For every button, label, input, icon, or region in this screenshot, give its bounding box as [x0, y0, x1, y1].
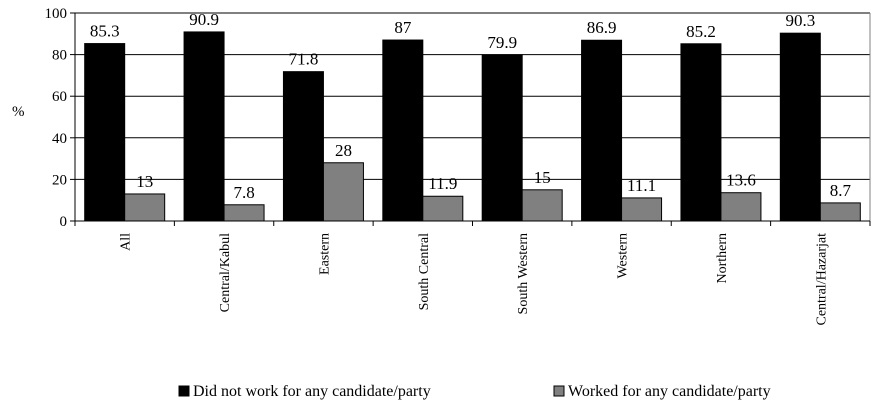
y-tick-label: 100: [45, 6, 68, 22]
data-labels: 85.3 13 90.9 7.8 71.8 28 87 11.9 79.9 15 86.9 11.1 8…: [90, 10, 852, 202]
legend-label: Worked for any candidate/party: [568, 383, 771, 400]
x-tick-label: Eastern: [317, 233, 332, 275]
bar-worked: [621, 197, 663, 222]
data-label: 90.9: [189, 10, 219, 29]
data-label: 87: [394, 18, 412, 37]
bar-worked: [521, 189, 563, 222]
data-label: 90.3: [785, 11, 815, 30]
x-tick-label: Western: [616, 233, 631, 279]
y-tick-label: 40: [52, 131, 67, 147]
x-tick-label: South Central: [417, 233, 432, 310]
data-label: 79.9: [487, 33, 517, 52]
bar-did-not-work: [84, 43, 126, 222]
data-label: 11.1: [627, 176, 656, 195]
legend-swatch: [178, 385, 190, 397]
x-tick-label: Central/Kabul: [218, 233, 233, 312]
bars: [84, 31, 861, 222]
y-tick-label: 0: [60, 214, 68, 230]
bar-did-not-work: [581, 39, 623, 222]
data-label: 71.8: [289, 50, 319, 69]
bar-did-not-work: [183, 31, 225, 222]
data-label: 86.9: [587, 18, 617, 37]
x-tick-label: Northern: [715, 233, 730, 284]
data-label: 85.2: [686, 22, 716, 41]
data-label: 11.9: [428, 174, 457, 193]
y-tick-label: 80: [52, 48, 67, 64]
legend-swatch: [553, 385, 565, 397]
bar-worked: [422, 195, 464, 222]
legend: Did not work for any candidate/party Work…: [178, 383, 771, 400]
bar-did-not-work: [282, 71, 324, 222]
x-tick-label: Central/Hazarjat: [814, 233, 829, 326]
data-label: 13.6: [726, 171, 756, 190]
bar-worked: [322, 162, 364, 222]
legend-label: Did not work for any candidate/party: [193, 383, 431, 400]
data-label: 85.3: [90, 22, 120, 41]
x-tick-label: South Western: [516, 233, 531, 314]
bar-did-not-work: [481, 54, 523, 222]
x-tick-label: All: [119, 233, 134, 251]
x-tick-labels: All Central/Kabul Eastern South Central Sout…: [119, 233, 830, 326]
bar-worked: [720, 192, 762, 222]
bar-did-not-work: [779, 32, 821, 222]
axes: [70, 12, 871, 226]
bar-did-not-work: [680, 43, 722, 222]
bar-worked: [223, 204, 265, 222]
y-axis-label: %: [12, 104, 25, 120]
data-label: 7.8: [233, 183, 254, 202]
data-label: 28: [335, 141, 352, 160]
y-tick-labels: 0 20 40 60 80 100: [45, 6, 68, 230]
y-tick-label: 20: [52, 172, 67, 188]
bar-did-not-work: [382, 39, 424, 222]
y-tick-label: 60: [52, 89, 67, 105]
bar-worked: [819, 202, 861, 222]
data-label: 15: [534, 168, 551, 187]
data-label: 13: [136, 172, 153, 191]
data-label: 8.7: [830, 181, 852, 200]
bar-worked: [124, 193, 166, 222]
